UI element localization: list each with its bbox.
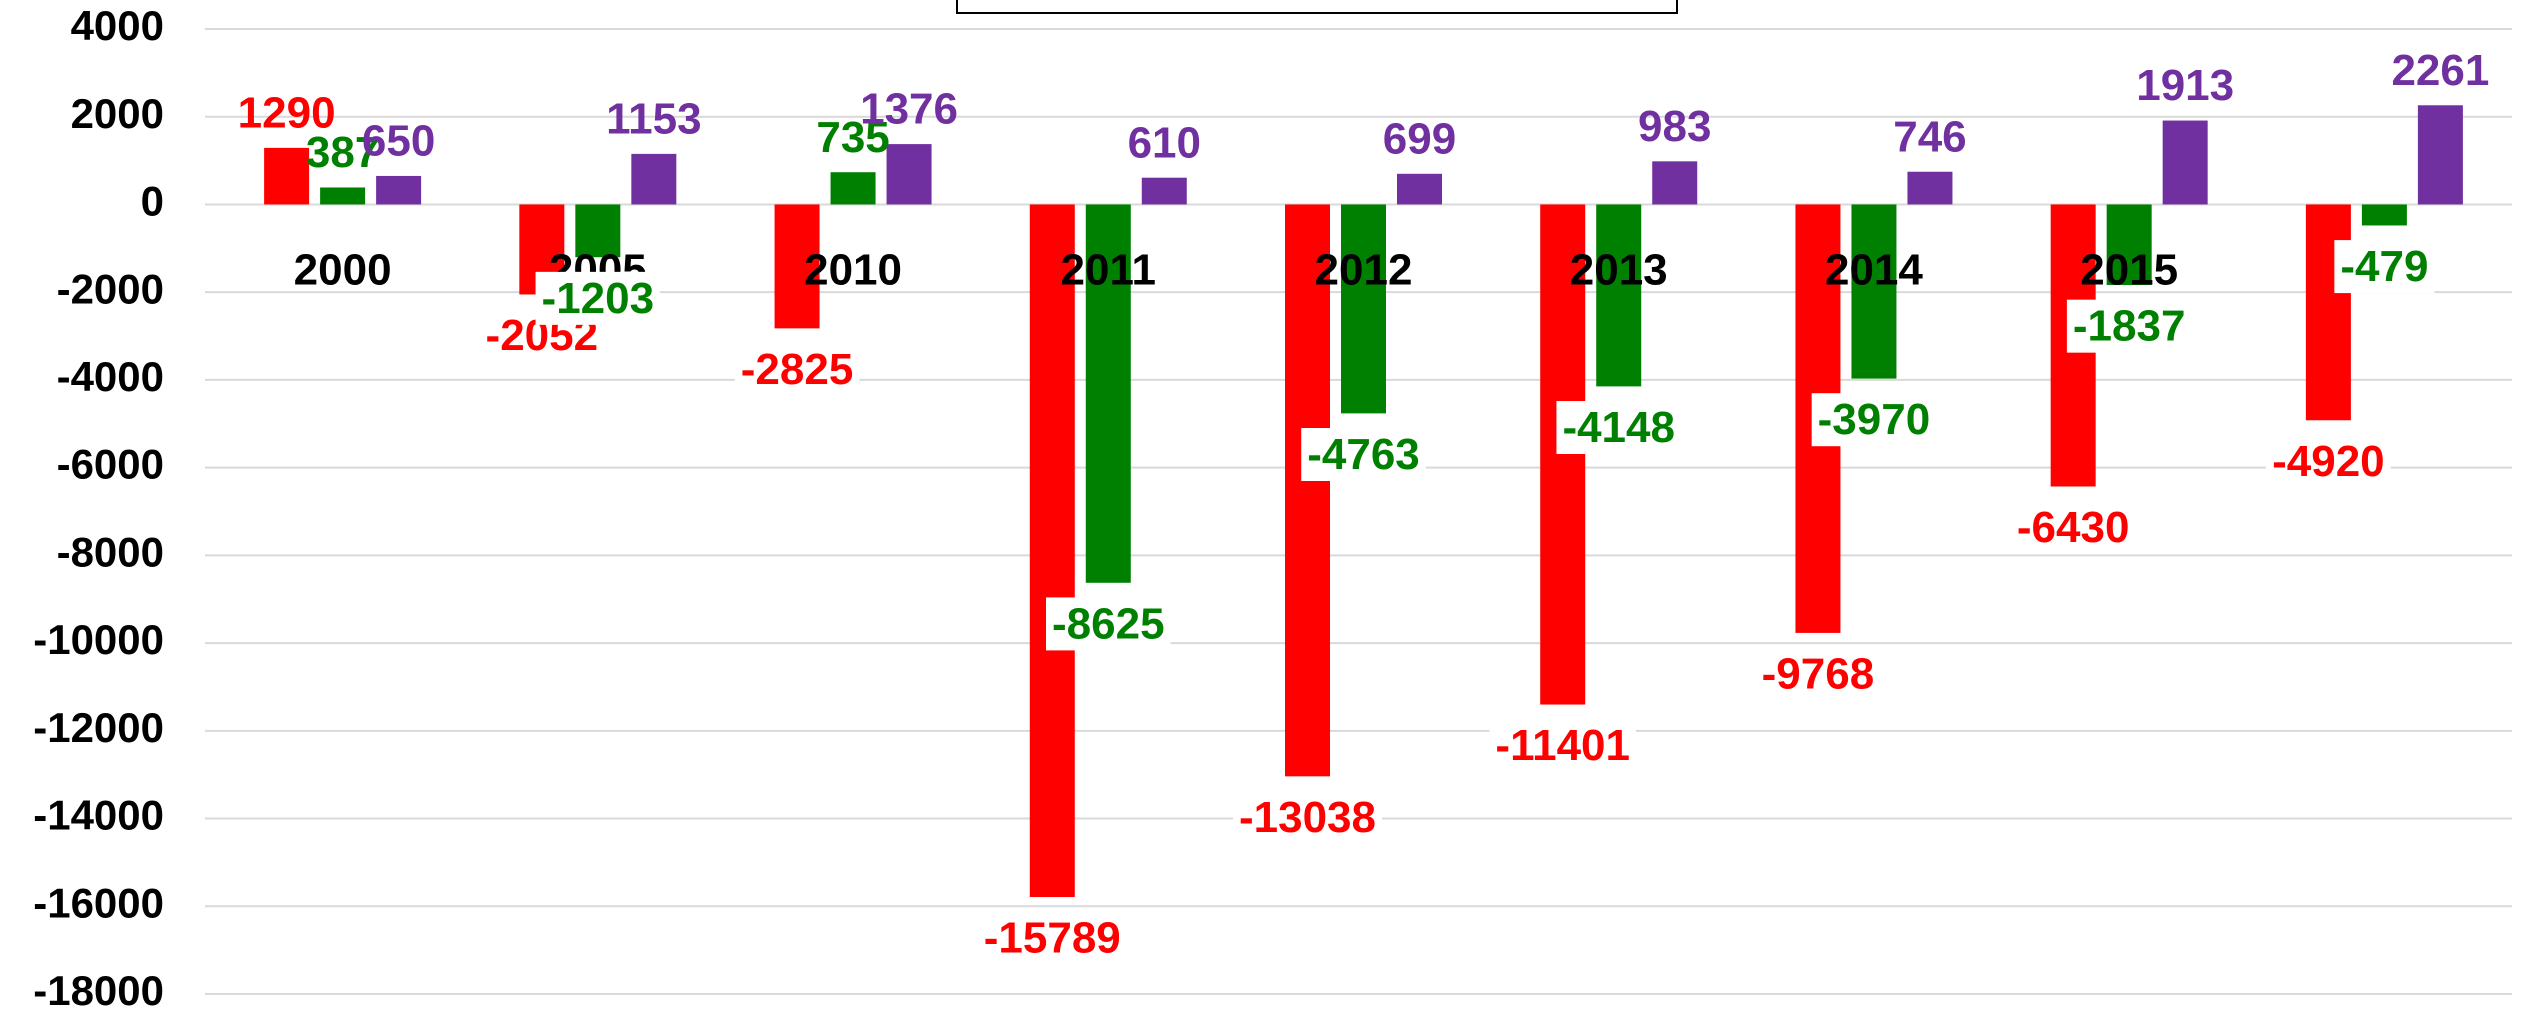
x-tick-label: 2014 xyxy=(1825,246,1923,295)
data-label-bg xyxy=(2010,501,2136,555)
bar xyxy=(2361,204,2407,226)
data-label: 387 xyxy=(306,128,379,177)
bar xyxy=(1907,171,1953,205)
bar xyxy=(1341,204,1386,414)
data-label: -4148 xyxy=(1562,403,1675,452)
y-tick-label: -4000 xyxy=(57,353,164,400)
bar xyxy=(886,144,932,205)
bar xyxy=(2305,204,2351,421)
x-tick-label: 2000 xyxy=(294,246,392,295)
y-tick-label: 2000 xyxy=(71,90,164,137)
bar xyxy=(830,172,876,205)
x-tick-label: 2013 xyxy=(1570,246,1668,295)
data-label: -3970 xyxy=(1818,395,1931,444)
data-label: -2825 xyxy=(741,345,854,394)
data-label: 1153 xyxy=(606,95,701,144)
bar xyxy=(774,204,820,329)
data-label: 735 xyxy=(816,113,889,162)
data-label: 2261 xyxy=(2391,46,2489,95)
data-label: -13038 xyxy=(1239,793,1376,842)
bar xyxy=(2162,120,2208,205)
data-label: 746 xyxy=(1893,112,1966,161)
data-label: -6430 xyxy=(2017,503,2130,552)
data-label: 650 xyxy=(362,117,435,166)
bar xyxy=(1285,204,1330,777)
data-label-bg xyxy=(2066,299,2192,353)
data-label-bg xyxy=(1301,428,1426,482)
data-label: -4763 xyxy=(1307,430,1420,479)
y-tick-label: -14000 xyxy=(33,792,164,839)
bar xyxy=(631,153,677,205)
bar xyxy=(376,175,422,205)
data-label-bg xyxy=(1556,401,1681,455)
y-tick-label: -8000 xyxy=(57,528,164,575)
data-label-bg xyxy=(1232,790,1383,844)
y-tick-label: 0 xyxy=(141,178,164,225)
bar xyxy=(1596,204,1642,387)
x-tick-label: 2015 xyxy=(2080,246,2178,295)
data-label: 1290 xyxy=(238,88,336,137)
data-label: 1913 xyxy=(2136,61,2234,110)
bar xyxy=(2106,204,2152,286)
y-tick-label: -16000 xyxy=(33,879,164,926)
y-tick-label: 4000 xyxy=(71,2,164,49)
data-label-bg xyxy=(1811,393,1937,447)
y-tick-label: -6000 xyxy=(57,441,164,488)
bar xyxy=(320,187,366,205)
data-label: -15789 xyxy=(984,914,1121,963)
x-tick-label: 2011 xyxy=(1061,246,1156,295)
data-label: 699 xyxy=(1383,114,1456,163)
bar xyxy=(575,204,621,258)
data-label-bg xyxy=(2334,240,2435,294)
data-label-bg xyxy=(1755,647,1881,701)
data-label-bg xyxy=(1046,597,1171,651)
bar xyxy=(1085,204,1131,583)
bar xyxy=(1141,177,1187,205)
y-tick-label: -18000 xyxy=(33,967,164,1014)
data-label: -9768 xyxy=(1762,650,1875,699)
data-label: -8625 xyxy=(1052,599,1165,648)
y-tick-label: -12000 xyxy=(33,704,164,751)
bar xyxy=(2417,105,2463,205)
x-tick-label: 2010 xyxy=(804,246,902,295)
data-label-bg xyxy=(535,271,661,325)
data-label: 983 xyxy=(1638,102,1711,151)
bar xyxy=(1029,204,1075,898)
data-label: -1203 xyxy=(542,274,655,323)
data-label-bg xyxy=(2266,434,2391,488)
data-label: 1376 xyxy=(860,85,958,134)
data-label: -1837 xyxy=(2073,302,2186,351)
data-label: -4920 xyxy=(2272,437,2385,486)
data-label-bg xyxy=(734,342,860,396)
bar xyxy=(264,147,310,205)
data-label: -479 xyxy=(2340,242,2428,291)
bar xyxy=(1851,204,1897,379)
data-label: -11401 xyxy=(1495,721,1630,770)
bar xyxy=(1652,161,1698,205)
bar xyxy=(1540,204,1586,705)
data-label-bg xyxy=(1489,719,1637,773)
x-tick-label: 2012 xyxy=(1315,246,1413,295)
data-label: 610 xyxy=(1128,118,1201,167)
y-tick-label: -10000 xyxy=(33,616,164,663)
bar xyxy=(1397,173,1442,205)
y-tick-label: -2000 xyxy=(57,265,164,312)
legend-box xyxy=(956,0,1678,14)
data-label-bg xyxy=(977,911,1127,965)
